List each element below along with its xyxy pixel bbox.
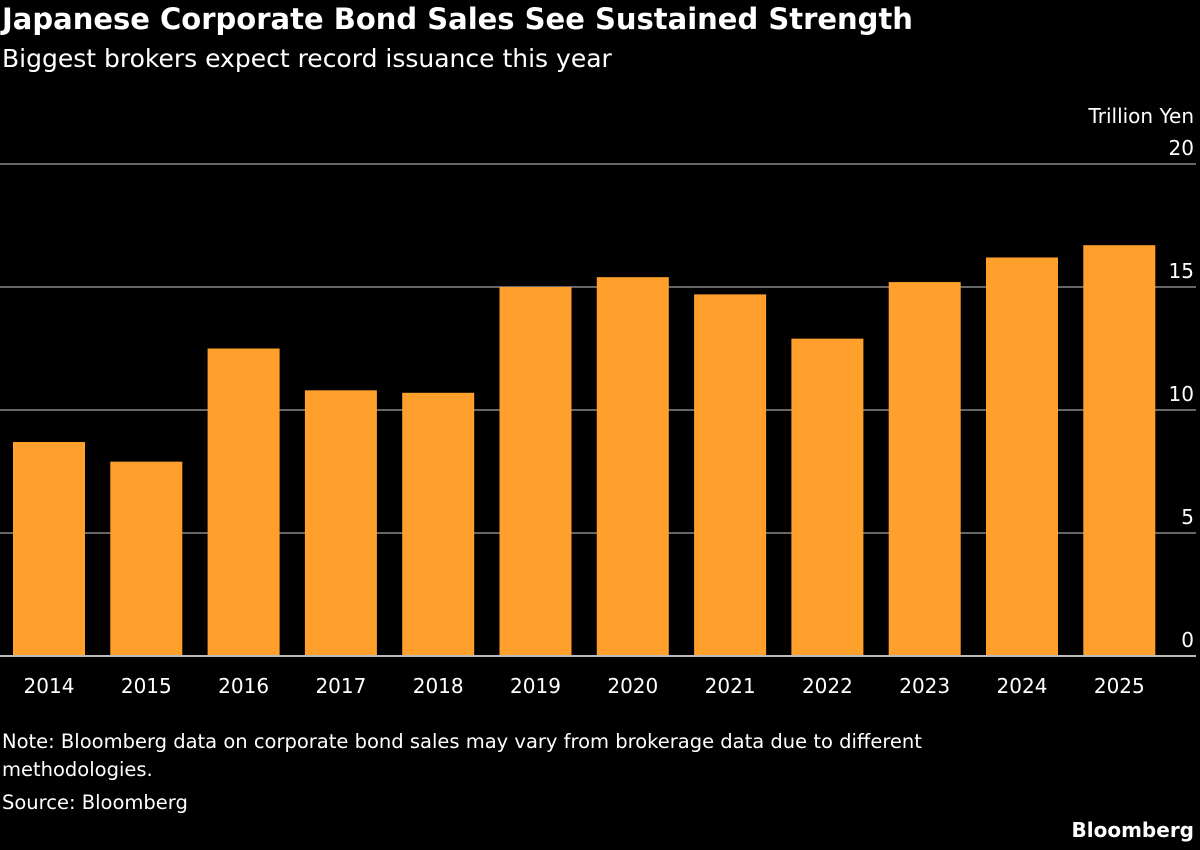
bar-2023	[888, 282, 961, 656]
x-tick-label: 2014	[24, 674, 75, 698]
note-line-1: Note: Bloomberg data on corporate bond s…	[2, 730, 922, 753]
x-tick-label: 2023	[899, 674, 950, 698]
x-tick-label: 2015	[121, 674, 172, 698]
bar-2016	[207, 348, 280, 656]
y-tick-label: 15	[1169, 259, 1194, 283]
chart-title: Japanese Corporate Bond Sales See Sustai…	[2, 2, 913, 36]
x-tick-label: 2021	[705, 674, 756, 698]
y-tick-label: 0	[1181, 628, 1194, 652]
x-tick-label: 2019	[510, 674, 561, 698]
x-tick-label: 2022	[802, 674, 853, 698]
note-line-2: methodologies.	[2, 758, 153, 781]
bar-2021	[694, 294, 767, 656]
bloomberg-logo: Bloomberg	[1071, 818, 1194, 842]
x-tick-label: 2018	[413, 674, 464, 698]
bar-2025	[1083, 245, 1156, 656]
y-tick-label: 5	[1181, 505, 1194, 529]
bar-chart: 0 5 10 15 20 Trillion Yen 2014 2015 2016 2017 2018…	[0, 104, 1196, 698]
source-text: Source: Bloomberg	[2, 791, 188, 814]
bar-2015	[110, 461, 183, 656]
y-tick-label: 20	[1169, 136, 1194, 160]
bar-2014	[13, 441, 85, 656]
x-tick-label: 2025	[1094, 674, 1145, 698]
x-tick-label: 2020	[607, 674, 658, 698]
bar-2024	[986, 257, 1058, 656]
bar-2022	[791, 338, 864, 656]
bar-2018	[402, 392, 475, 656]
x-tick-label: 2017	[315, 674, 366, 698]
x-tick-label: 2016	[218, 674, 269, 698]
y-tick-label: 10	[1169, 382, 1194, 406]
bar-2019	[499, 287, 572, 656]
y-axis-label: Trillion Yen	[1087, 104, 1194, 128]
bar-2017	[304, 390, 377, 656]
bar-2020	[596, 277, 669, 656]
chart-subtitle: Biggest brokers expect record issuance t…	[2, 44, 612, 73]
x-tick-label: 2024	[997, 674, 1048, 698]
